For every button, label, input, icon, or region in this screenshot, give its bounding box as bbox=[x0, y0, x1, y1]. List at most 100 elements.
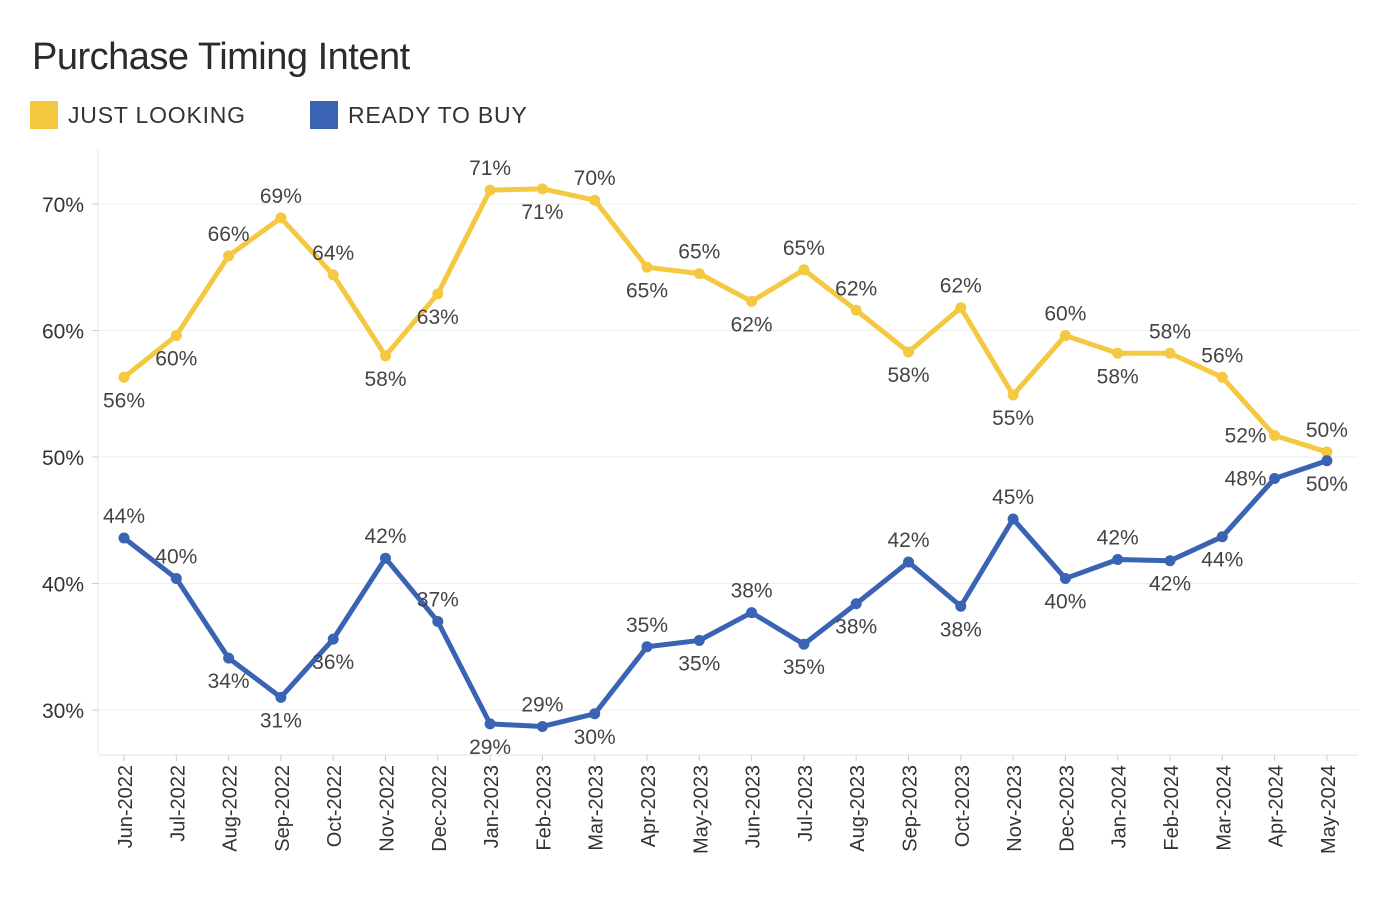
x-tick-label: May-2024 bbox=[1318, 765, 1340, 854]
y-tick-label: 60% bbox=[42, 321, 84, 344]
data-point bbox=[589, 708, 601, 720]
x-tick-label: Mar-2024 bbox=[1213, 765, 1235, 851]
data-label: 44% bbox=[103, 505, 145, 528]
data-label: 40% bbox=[1044, 590, 1086, 613]
data-point bbox=[1112, 553, 1124, 565]
data-point bbox=[170, 330, 182, 342]
data-label: 62% bbox=[731, 313, 773, 336]
data-label: 38% bbox=[940, 618, 982, 641]
data-label: 56% bbox=[1201, 344, 1243, 367]
x-tick-label: Oct-2022 bbox=[324, 765, 346, 847]
x-tick-label: Jul-2023 bbox=[795, 765, 817, 842]
data-label: 58% bbox=[1097, 365, 1139, 388]
data-label: 29% bbox=[469, 736, 511, 759]
data-label: 65% bbox=[783, 237, 825, 260]
data-label: 38% bbox=[731, 580, 773, 603]
data-point bbox=[746, 295, 758, 307]
data-point bbox=[641, 641, 653, 653]
x-tick-label: Jun-2023 bbox=[743, 765, 765, 848]
data-point bbox=[1112, 347, 1124, 359]
x-tick-label: Jan-2024 bbox=[1109, 765, 1131, 848]
data-label: 34% bbox=[208, 670, 250, 693]
data-label: 60% bbox=[155, 348, 197, 371]
y-tick-label: 50% bbox=[42, 447, 84, 470]
data-point bbox=[327, 269, 339, 281]
data-point bbox=[432, 288, 444, 300]
data-point bbox=[693, 268, 705, 280]
x-tick-label: Jul-2022 bbox=[167, 765, 189, 842]
legend-swatch-just-looking bbox=[30, 101, 58, 129]
x-tick-label: Apr-2024 bbox=[1266, 765, 1288, 847]
data-point bbox=[1059, 572, 1071, 584]
data-label: 42% bbox=[1149, 573, 1191, 596]
data-point bbox=[223, 250, 235, 262]
chart-title: Purchase Timing Intent bbox=[32, 36, 410, 78]
data-label: 30% bbox=[574, 726, 616, 749]
data-label: 52% bbox=[1225, 424, 1267, 447]
x-tick-label: Sep-2023 bbox=[900, 765, 922, 852]
data-label: 50% bbox=[1306, 473, 1348, 496]
data-point bbox=[1321, 446, 1333, 458]
data-label: 29% bbox=[521, 693, 563, 716]
data-point bbox=[746, 607, 758, 619]
data-point bbox=[275, 212, 287, 224]
data-point bbox=[275, 691, 287, 703]
data-point bbox=[850, 304, 862, 316]
data-label: 56% bbox=[103, 389, 145, 412]
data-point bbox=[693, 634, 705, 646]
legend-label-just-looking: JUST LOOKING bbox=[68, 102, 246, 128]
x-tick-label: Jan-2023 bbox=[481, 765, 503, 848]
data-label: 42% bbox=[1097, 526, 1139, 549]
data-point bbox=[1164, 555, 1176, 567]
data-label: 38% bbox=[835, 616, 877, 639]
data-label: 42% bbox=[364, 525, 406, 548]
data-label: 36% bbox=[312, 651, 354, 674]
data-point bbox=[798, 638, 810, 650]
x-tick-label: Aug-2023 bbox=[847, 765, 869, 852]
data-point bbox=[641, 261, 653, 273]
data-point bbox=[118, 532, 130, 544]
x-tick-label: Aug-2022 bbox=[220, 765, 242, 852]
x-tick-label: May-2023 bbox=[690, 765, 712, 854]
data-point bbox=[955, 600, 967, 612]
x-tick-label: Mar-2023 bbox=[586, 765, 608, 851]
data-label: 35% bbox=[678, 652, 720, 675]
x-tick-label: Nov-2023 bbox=[1004, 765, 1026, 852]
data-point bbox=[1007, 389, 1019, 401]
data-point bbox=[170, 572, 182, 584]
data-point bbox=[955, 302, 967, 314]
data-point bbox=[1216, 371, 1228, 383]
data-label: 37% bbox=[417, 588, 459, 611]
x-tick-label: Feb-2023 bbox=[533, 765, 555, 851]
x-tick-label: Oct-2023 bbox=[952, 765, 974, 847]
data-label: 71% bbox=[469, 157, 511, 180]
data-label: 63% bbox=[417, 306, 459, 329]
data-point bbox=[1007, 513, 1019, 525]
x-tick-label: Nov-2022 bbox=[377, 765, 399, 852]
data-label: 62% bbox=[940, 275, 982, 298]
data-label: 45% bbox=[992, 486, 1034, 509]
x-tick-label: Jun-2022 bbox=[115, 765, 137, 848]
legend-swatch-ready-to-buy bbox=[310, 101, 338, 129]
data-label: 50% bbox=[1306, 419, 1348, 442]
data-label: 48% bbox=[1225, 468, 1267, 491]
data-point bbox=[850, 598, 862, 610]
data-point bbox=[432, 615, 444, 627]
data-point bbox=[484, 718, 496, 730]
data-label: 58% bbox=[1149, 320, 1191, 343]
data-point bbox=[327, 633, 339, 645]
data-label: 31% bbox=[260, 709, 302, 732]
data-label: 71% bbox=[521, 201, 563, 224]
data-point bbox=[1269, 473, 1281, 485]
data-label: 55% bbox=[992, 407, 1034, 430]
data-label: 58% bbox=[887, 364, 929, 387]
data-point bbox=[118, 371, 130, 383]
data-point bbox=[1269, 429, 1281, 441]
y-tick-label: 30% bbox=[42, 700, 84, 723]
data-label: 58% bbox=[364, 368, 406, 391]
x-tick-label: Dec-2023 bbox=[1056, 765, 1078, 852]
data-point bbox=[380, 552, 391, 564]
data-point bbox=[1321, 455, 1333, 467]
data-label: 40% bbox=[155, 545, 197, 568]
x-tick-label: Dec-2022 bbox=[429, 765, 451, 852]
